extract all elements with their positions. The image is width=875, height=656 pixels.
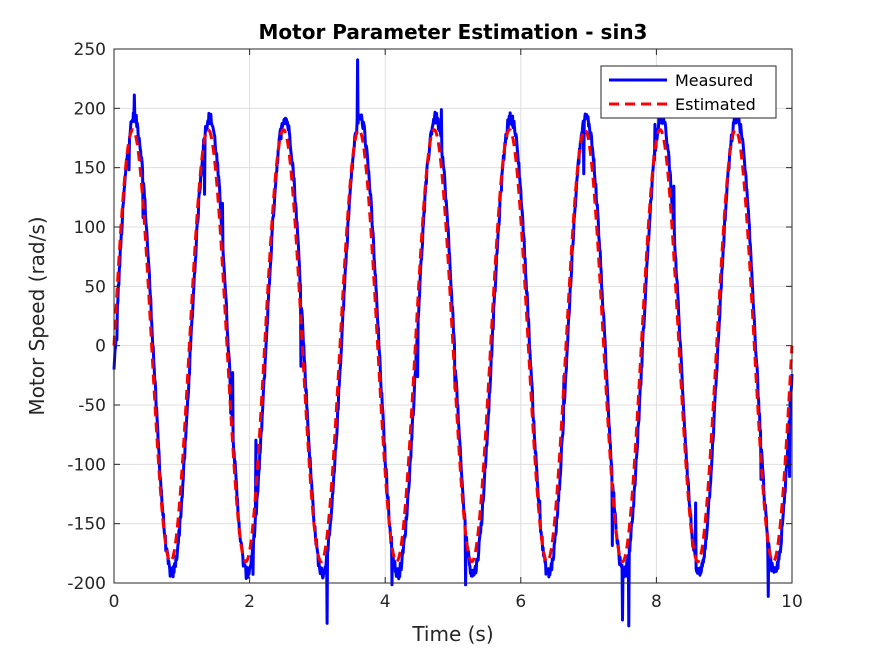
x-axis-label: Time (s) bbox=[411, 622, 493, 646]
y-tick-label: 150 bbox=[74, 159, 106, 179]
legend-label-measured: Measured bbox=[675, 71, 753, 90]
legend: Measured Estimated bbox=[600, 65, 777, 119]
y-tick-label: 100 bbox=[74, 218, 106, 238]
y-tick-label: -200 bbox=[67, 574, 106, 594]
series-layer bbox=[112, 58, 794, 628]
x-tick-label: 0 bbox=[109, 592, 120, 612]
y-tick-label: -50 bbox=[78, 396, 106, 416]
y-axis-label: Motor Speed (rad/s) bbox=[25, 216, 49, 415]
y-tick-label: 50 bbox=[84, 277, 106, 297]
series-line-estimated bbox=[112, 128, 794, 564]
y-tick-label: 200 bbox=[74, 99, 106, 119]
x-tick-label: 2 bbox=[244, 592, 255, 612]
chart-title: Motor Parameter Estimation - sin3 bbox=[259, 20, 648, 44]
x-tick-label: 4 bbox=[380, 592, 391, 612]
y-tick-label: 0 bbox=[95, 337, 106, 357]
x-tick-label: 10 bbox=[781, 592, 803, 612]
y-tick-label: 250 bbox=[74, 40, 106, 60]
y-tick-label: -100 bbox=[67, 455, 106, 475]
legend-box bbox=[600, 65, 777, 119]
legend-label-estimated: Estimated bbox=[675, 95, 756, 114]
axes-box bbox=[113, 48, 793, 584]
x-tick-label: 6 bbox=[515, 592, 526, 612]
y-tick-label: -150 bbox=[67, 515, 106, 535]
ticks-layer: 0 2 4 6 8 10 -200 -150 -100 -50 0 50 100 150 200 250 bbox=[67, 40, 802, 612]
x-tick-label: 8 bbox=[651, 592, 662, 612]
